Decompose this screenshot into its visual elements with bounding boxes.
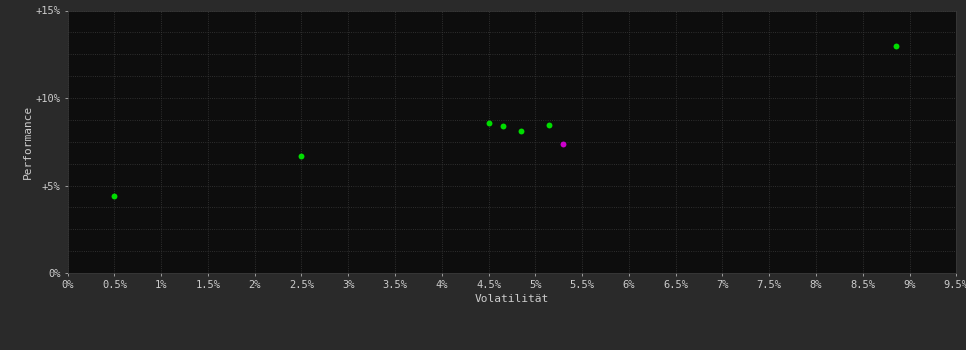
X-axis label: Volatilität: Volatilität — [475, 294, 549, 304]
Point — [888, 43, 903, 48]
Point — [542, 122, 557, 128]
Point — [514, 128, 529, 134]
Point — [106, 193, 122, 199]
Point — [481, 120, 497, 126]
Point — [555, 141, 571, 146]
Point — [495, 123, 510, 129]
Y-axis label: Performance: Performance — [23, 105, 33, 179]
Point — [294, 153, 309, 159]
